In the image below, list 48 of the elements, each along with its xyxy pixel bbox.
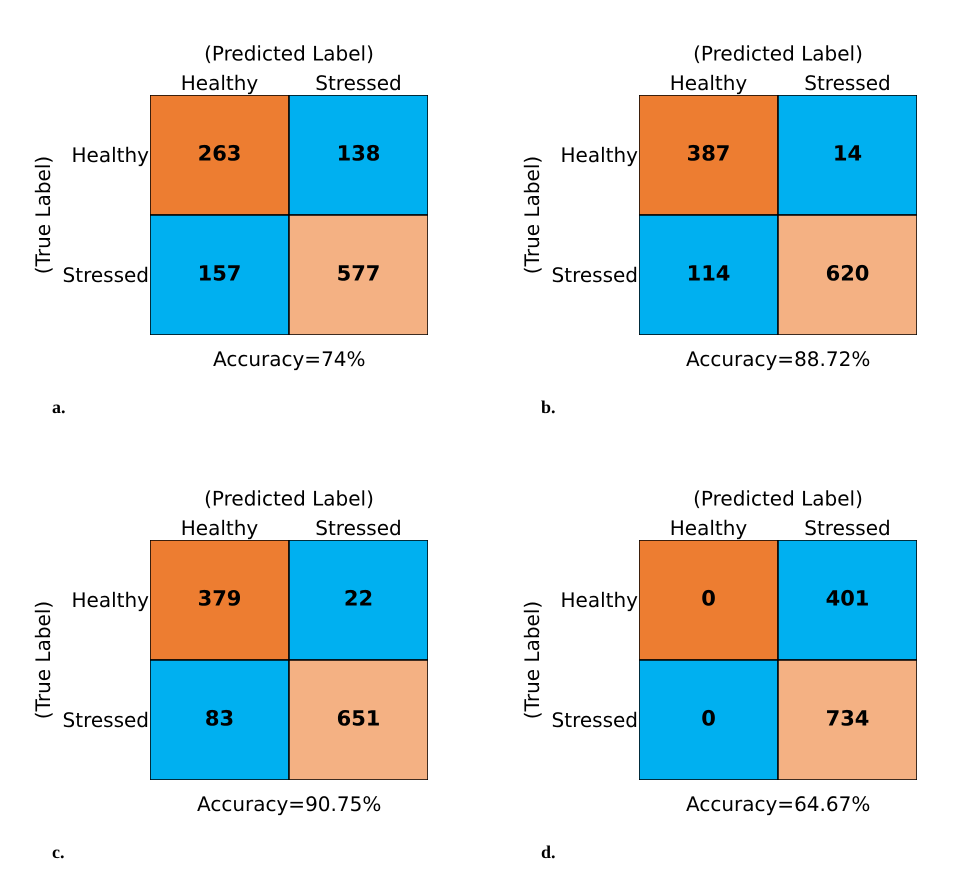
text: d. xyxy=(541,842,556,862)
x-axis-title: (Predicted Label) xyxy=(204,42,374,66)
x-tick-label: Stressed xyxy=(315,71,402,95)
data-label: 0 xyxy=(701,706,716,730)
data-label: 138 xyxy=(336,141,380,166)
data-label: 387 xyxy=(686,141,730,166)
text: Accuracy=90.75% xyxy=(197,792,382,816)
x-tick-label: Healthy xyxy=(180,516,258,540)
data-label: 157 xyxy=(198,261,242,286)
data-label: 22 xyxy=(344,586,374,610)
text: c. xyxy=(52,842,64,862)
y-tick-label: Stressed xyxy=(552,263,638,287)
data-label: 379 xyxy=(198,586,242,610)
x-tick-label: Healthy xyxy=(180,71,258,95)
y-tick-label: Healthy xyxy=(71,143,150,167)
data-label: 14 xyxy=(832,141,862,166)
text: Accuracy=88.72% xyxy=(686,347,870,371)
x-tick-label: Healthy xyxy=(670,71,748,95)
x-tick-label: Stressed xyxy=(315,516,402,540)
y-tick-label: Healthy xyxy=(71,588,150,612)
data-label: 83 xyxy=(204,706,234,730)
y-axis-title: (True Label) xyxy=(520,600,544,720)
x-axis-title: (Predicted Label) xyxy=(693,486,863,510)
y-tick-label: Healthy xyxy=(560,143,638,167)
data-label: 114 xyxy=(686,261,730,286)
data-label: 651 xyxy=(336,706,380,730)
data-label: 734 xyxy=(826,706,870,730)
text: b. xyxy=(541,397,556,417)
y-tick-label: Stressed xyxy=(552,708,638,732)
data-label: 577 xyxy=(336,261,380,286)
x-axis-title: (Predicted Label) xyxy=(693,42,863,66)
y-tick-label: Healthy xyxy=(560,588,638,612)
data-label: 0 xyxy=(701,586,716,610)
y-tick-label: Stressed xyxy=(62,263,149,287)
x-tick-label: Healthy xyxy=(670,516,748,540)
x-tick-label: Stressed xyxy=(804,71,891,95)
x-tick-label: Stressed xyxy=(804,516,891,540)
text: Accuracy=64.67% xyxy=(686,792,870,816)
data-label: 263 xyxy=(198,141,242,166)
y-axis-title: (True Label) xyxy=(520,156,544,274)
y-axis-title: (True Label) xyxy=(31,156,56,274)
text: Accuracy=74% xyxy=(213,347,366,371)
y-axis-title: (True Label) xyxy=(31,600,56,720)
data-label: 401 xyxy=(826,586,870,610)
text: a. xyxy=(52,397,66,417)
y-tick-label: Stressed xyxy=(62,708,149,732)
x-axis-title: (Predicted Label) xyxy=(204,486,374,510)
data-label: 620 xyxy=(826,261,870,286)
